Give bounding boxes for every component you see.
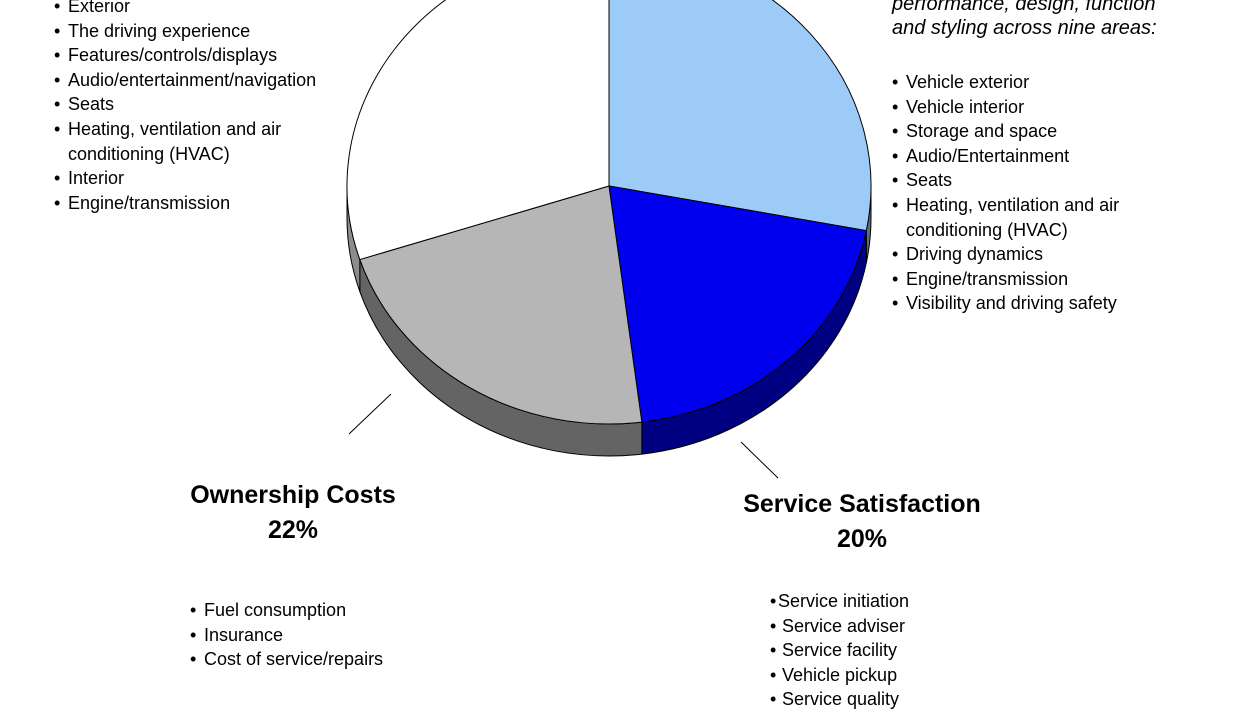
pie-slice-ownership-costs <box>359 185 643 425</box>
service-factor-item: Vehicle pickup <box>770 663 909 688</box>
right-factor-list: Vehicle exteriorVehicle interiorStorage … <box>892 70 1119 316</box>
left-factor-item: Audio/entertainment/navigation <box>54 68 316 93</box>
right-factor-item: Storage and space <box>892 119 1119 144</box>
pie-slice-service-satisfaction <box>608 185 867 423</box>
right-factor-item: Visibility and driving safety <box>892 291 1119 316</box>
right-factor-item: Heating, ventilation and air <box>892 193 1119 218</box>
ownership-leader-line <box>348 393 392 435</box>
ownership-costs-title: Ownership Costs <box>190 481 396 509</box>
right-factor-item: Driving dynamics <box>892 242 1119 267</box>
left-factor-item: Features/controls/displays <box>54 43 316 68</box>
ownership-factor-item: Insurance <box>190 623 383 648</box>
left-factor-item: The driving experience <box>54 19 316 44</box>
right-factor-item: Vehicle interior <box>892 95 1119 120</box>
service-leader-line <box>740 441 779 479</box>
ownership-costs-percent: 22% <box>267 516 319 544</box>
right-factor-item: conditioning (HVAC) <box>906 219 1068 240</box>
left-factor-item: Exterior <box>54 0 316 19</box>
pie-slice-segment-1 <box>608 0 872 232</box>
ownership-factor-item: Cost of service/repairs <box>190 647 383 672</box>
left-factor-item: Interior <box>54 166 316 191</box>
right-note-line-2: and styling across nine areas: <box>892 17 1157 39</box>
ownership-factor-item: Fuel consumption <box>190 598 383 623</box>
left-factor-item: Engine/transmission <box>54 191 316 216</box>
pie-slice-segment-4 <box>346 0 610 261</box>
left-factor-list: ExteriorThe driving experienceFeatures/c… <box>54 0 316 215</box>
right-note-line-1: performance, design, function <box>892 0 1156 15</box>
service-factor-item: Service adviser <box>770 614 909 639</box>
service-satisfaction-title: Service Satisfaction <box>743 490 981 518</box>
right-note: performance, design, function and stylin… <box>892 0 1157 40</box>
service-factor-item: Service initiation <box>770 589 909 614</box>
right-factor-item: Seats <box>892 168 1119 193</box>
right-factor-item: Engine/transmission <box>892 267 1119 292</box>
ownership-costs-label: Ownership Costs 22% <box>143 478 443 548</box>
right-factor-item: Vehicle exterior <box>892 70 1119 95</box>
left-factor-item: conditioning (HVAC) <box>68 143 230 164</box>
service-factor-item: Service facility <box>770 638 909 663</box>
right-factor-item: Audio/Entertainment <box>892 144 1119 169</box>
left-factor-item: Seats <box>54 92 316 117</box>
service-satisfaction-label: Service Satisfaction 20% <box>712 487 1012 557</box>
ownership-factor-list: Fuel consumptionInsuranceCost of service… <box>190 598 383 672</box>
service-satisfaction-percent: 20% <box>836 525 888 553</box>
left-factor-item: Heating, ventilation and air <box>54 117 316 142</box>
service-factor-list: Service initiationService adviserService… <box>770 589 909 712</box>
